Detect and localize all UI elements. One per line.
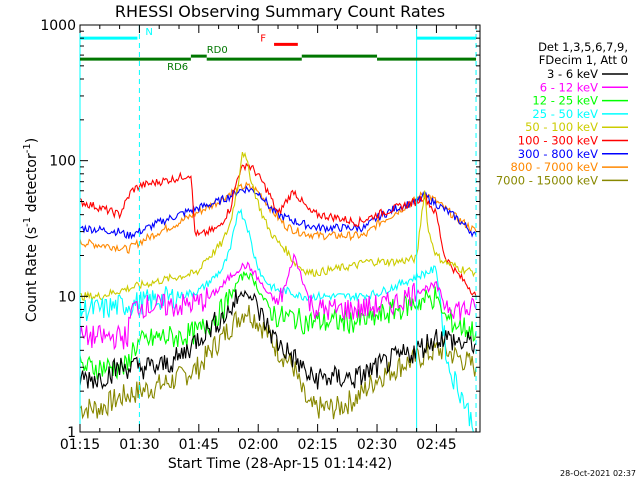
y-tick-label: 1000: [40, 18, 76, 34]
annotation-label-rd0: RD0: [207, 45, 228, 56]
legend-header-line-2: FDecim 1, Att 0: [539, 53, 628, 67]
y-tick-label: 1: [67, 425, 76, 441]
x-tick-label: 01:45: [179, 437, 219, 453]
y-axis-label-end: ): [24, 138, 40, 143]
x-tick-label: 02:45: [416, 437, 456, 453]
x-tick-label: 02:00: [238, 437, 278, 453]
legend: Det 1,3,5,6,7,9, FDecim 1, Att 0 3 - 6 k…: [496, 40, 628, 187]
x-axis-label: Start Time (28-Apr-15 01:14:42): [168, 456, 392, 472]
x-tick-label: 02:30: [357, 437, 397, 453]
legend-label: 300 - 800 keV: [518, 147, 598, 161]
series-line-100-300-kev: [79, 162, 477, 297]
annotation-label-rd6: RD6: [167, 62, 188, 73]
legend-label: 800 - 7000 keV: [510, 160, 598, 174]
legend-label: 7000 - 15000 keV: [496, 173, 598, 187]
y-axis-label-main: Count Rate (s: [24, 227, 40, 322]
annotation-label-f: F: [260, 33, 266, 44]
annotation-label-n: N: [145, 27, 152, 38]
series-line-7000-15000-kev: [79, 304, 477, 420]
y-axis-label: Count Rate (s-1 detector-1): [22, 138, 40, 322]
legend-header-line-1: Det 1,3,5,6,7,9,: [538, 40, 628, 54]
series-line-50-100-kev: [79, 151, 477, 303]
legend-label: 12 - 25 keV: [532, 94, 598, 108]
x-axis: 01:15 01:30 01:45 02:00 02:15 02:30 02:45: [60, 25, 477, 453]
series-line-6-12-kev: [79, 252, 477, 351]
legend-label: 100 - 300 keV: [518, 134, 598, 148]
legend-label: 50 - 100 keV: [525, 120, 598, 134]
series-layer: [79, 151, 477, 433]
y-axis-label-sup1: -1: [22, 217, 33, 227]
legend-label: 6 - 12 keV: [540, 80, 598, 94]
chart-title: RHESSI Observing Summary Count Rates: [115, 2, 445, 21]
series-line-800-7000-kev: [79, 181, 477, 254]
y-tick-label: 10: [58, 289, 76, 305]
annotation-layer: N RD6 RD0 F: [79, 25, 477, 432]
timestamp: 28-Oct-2021 02:37: [560, 469, 636, 478]
x-tick-label: 01:15: [60, 437, 100, 453]
y-axis-label-mid: detector: [24, 153, 40, 217]
y-axis-label-sup2: -1: [22, 143, 33, 153]
y-tick-label: 100: [49, 154, 76, 170]
y-axis: 1 10 100 1000: [40, 18, 480, 441]
x-tick-label: 02:15: [297, 437, 337, 453]
series-line-3-6-kev: [79, 289, 477, 390]
series-line-25-50-kev: [79, 208, 476, 433]
legend-label: 3 - 6 keV: [547, 67, 598, 81]
legend-label: 25 - 50 keV: [532, 107, 598, 121]
x-tick-label: 01:30: [119, 437, 159, 453]
